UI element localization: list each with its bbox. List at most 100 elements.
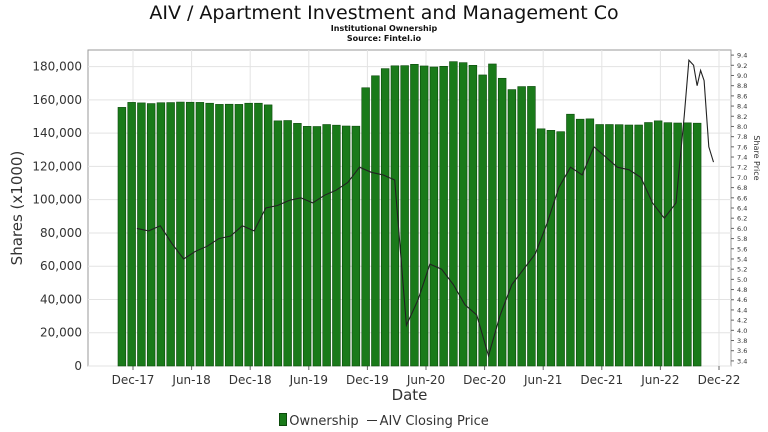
ownership-bar xyxy=(185,101,195,367)
ownership-bar xyxy=(683,122,692,367)
y2-tick-label: 4.0 xyxy=(737,327,747,335)
ownership-bar xyxy=(302,126,312,367)
x-tick-label: Dec-19 xyxy=(346,373,389,387)
y2-tick-label: 8.2 xyxy=(737,113,747,121)
x-tick-label: Jun-21 xyxy=(523,373,562,387)
x-tick-label: Dec-20 xyxy=(463,373,506,387)
y-tick-label: 20,000 xyxy=(40,326,82,340)
ownership-bar xyxy=(166,102,175,367)
y2-tick-label: 6.4 xyxy=(737,205,747,213)
y2-tick-label: 6.6 xyxy=(737,194,747,202)
y2-tick-label: 7.8 xyxy=(737,133,747,141)
x-tick-label: Dec-18 xyxy=(229,373,272,387)
ownership-bar xyxy=(624,124,634,367)
chart-title: AIV / Apartment Investment and Managemen… xyxy=(149,2,619,24)
y-tick-label: 60,000 xyxy=(40,259,82,273)
ownership-bar xyxy=(322,124,331,367)
x-tick-label: Dec-17 xyxy=(112,373,155,387)
x-tick-label: Jun-20 xyxy=(406,373,445,387)
price-legend-label: AIV Closing Price xyxy=(379,414,489,429)
y2-tick-label: 5.0 xyxy=(737,276,747,284)
ownership-bar xyxy=(361,87,370,367)
ownership-bar xyxy=(371,75,380,367)
ownership-bar xyxy=(653,120,663,367)
chart-source: Source: Fintel.io xyxy=(346,34,422,43)
ownership-bar xyxy=(146,103,156,367)
x-tick-label: Jun-22 xyxy=(640,373,679,387)
y-tick-label: 160,000 xyxy=(32,93,82,107)
ownership-bar xyxy=(224,103,234,367)
ownership-bar xyxy=(410,64,419,367)
y2-tick-label: 8.6 xyxy=(737,92,747,100)
ownership-bar xyxy=(536,128,546,367)
ownership-bar xyxy=(263,104,273,367)
y2-tick-label: 8.8 xyxy=(737,82,747,90)
ownership-bar xyxy=(488,63,497,367)
ownership-bar xyxy=(585,118,595,367)
ownership-bar xyxy=(468,65,478,367)
ownership-bar xyxy=(605,124,614,367)
ownership-bar xyxy=(575,118,585,367)
chart-subtitle: Institutional Ownership xyxy=(330,24,438,33)
ownership-bar xyxy=(497,77,507,367)
ownership-bar xyxy=(634,124,643,367)
plot-area xyxy=(87,49,732,367)
y2-tick-label: 4.2 xyxy=(737,317,747,325)
x-tick-label: Jun-19 xyxy=(289,373,328,387)
y2-axis-title: Share Price xyxy=(752,135,761,180)
ownership-bar xyxy=(614,124,624,367)
ownership-bar xyxy=(507,89,517,367)
ownership-bar xyxy=(692,122,702,367)
ownership-bar xyxy=(419,65,429,367)
ownership-bar xyxy=(341,125,351,367)
y2-tick-label: 8.0 xyxy=(737,123,747,131)
y-tick-label: 180,000 xyxy=(32,60,82,74)
ownership-bar xyxy=(176,101,185,367)
ownership-bar xyxy=(312,126,322,367)
ownership-bar xyxy=(527,86,536,367)
price-line xyxy=(136,58,715,358)
ownership-bar xyxy=(458,62,468,367)
y2-tick-label: 3.8 xyxy=(737,337,747,345)
ownership-bar xyxy=(478,74,487,367)
ownership-bar xyxy=(254,102,263,367)
y2-tick-label: 5.2 xyxy=(737,266,747,274)
y2-tick-label: 9.2 xyxy=(737,62,747,70)
y2-tick-label: 5.4 xyxy=(737,255,747,263)
y-tick-label: 40,000 xyxy=(40,292,82,306)
ownership-bar xyxy=(449,61,458,367)
ownership-bar xyxy=(205,102,214,367)
ownership-legend-swatch xyxy=(279,413,288,426)
y2-tick-label: 7.4 xyxy=(737,154,747,162)
ownership-bar xyxy=(556,131,565,367)
y2-tick-label: 6.8 xyxy=(737,184,747,192)
price-legend-swatch xyxy=(366,420,377,421)
y-tick-label: 0 xyxy=(74,359,82,373)
ownership-bar xyxy=(644,122,653,367)
y2-tick-label: 7.2 xyxy=(737,164,747,172)
ownership-bar xyxy=(244,102,253,367)
y2-tick-label: 4.8 xyxy=(737,286,747,294)
ownership-bar xyxy=(156,102,166,367)
ownership-bar xyxy=(429,66,439,367)
y2-tick-label: 6.2 xyxy=(737,215,747,223)
y2-tick-label: 4.4 xyxy=(737,306,747,314)
ownership-bar xyxy=(380,68,390,367)
ownership-bar xyxy=(673,122,682,367)
y2-tick-label: 4.6 xyxy=(737,296,747,304)
y2-tick-label: 3.6 xyxy=(737,347,747,355)
ownership-bar xyxy=(293,123,302,367)
ownership-bar xyxy=(400,65,409,367)
y-tick-label: 140,000 xyxy=(32,126,82,140)
ownership-bar xyxy=(137,102,146,367)
y2-tick-label: 3.4 xyxy=(737,357,747,365)
y2-tick-label: 8.4 xyxy=(737,103,747,111)
x-tick-label: Jun-18 xyxy=(171,373,210,387)
ownership-bar xyxy=(595,124,604,367)
y2-tick-label: 6.0 xyxy=(737,225,747,233)
ownership-bar xyxy=(546,130,556,367)
ownership-bar xyxy=(117,107,127,367)
y2-tick-label: 9.4 xyxy=(737,52,747,60)
y-tick-label: 80,000 xyxy=(40,226,82,240)
